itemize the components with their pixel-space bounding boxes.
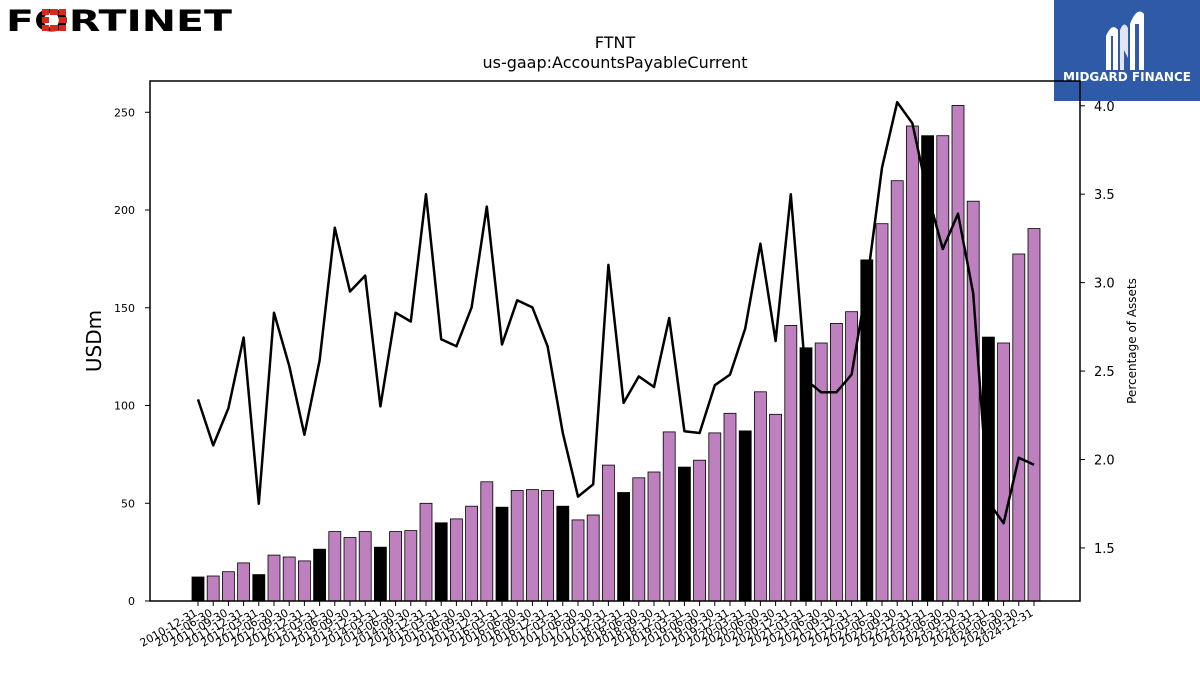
- chart-title: FTNT: [595, 33, 636, 52]
- bar-quarterly: [890, 180, 904, 602]
- y2-axis-ticks: 1.5 2.0 2.5 3.0 3.5 4.0: [1080, 100, 1115, 557]
- bar-annual: [313, 548, 327, 602]
- bar-quarterly: [602, 464, 615, 602]
- bar-quarterly: [297, 560, 311, 602]
- bar-quarterly: [875, 223, 889, 602]
- bar-quarterly: [571, 519, 585, 602]
- line-group: [196, 100, 1035, 525]
- bar-quarterly: [997, 342, 1010, 602]
- bar-quarterly: [814, 342, 828, 602]
- y2-tick-label: 2.5: [1094, 365, 1115, 380]
- bar-quarterly: [267, 554, 281, 602]
- midgard-finance-logo-text: MIDGARD FINANCE: [1063, 70, 1191, 84]
- bar-quarterly: [784, 324, 798, 602]
- bar-quarterly: [951, 105, 965, 602]
- bar-quarterly: [221, 571, 235, 602]
- bar-quarterly: [754, 391, 767, 602]
- y2-tick-label: 3.0: [1094, 277, 1115, 292]
- bar-quarterly: [404, 530, 418, 602]
- y2-tick-label: 2.0: [1094, 454, 1115, 469]
- bar-quarterly: [510, 490, 524, 602]
- bar-quarterly: [343, 537, 357, 602]
- y-tick-label: 50: [121, 497, 135, 510]
- bar-quarterly: [237, 562, 251, 602]
- y2-tick-label: 3.5: [1094, 188, 1115, 203]
- bar-quarterly: [358, 531, 372, 602]
- bar-quarterly: [662, 431, 676, 602]
- bar-quarterly: [419, 502, 433, 602]
- bar-quarterly: [693, 459, 706, 602]
- bar-annual: [495, 506, 509, 602]
- bar-quarterly: [526, 489, 539, 602]
- bar-quarterly: [723, 412, 737, 602]
- bar-quarterly: [936, 135, 950, 602]
- bar-quarterly: [966, 200, 980, 602]
- fortinet-logo-grid-icon: [42, 9, 66, 31]
- y2-axis-label: Percentage of Assets: [1125, 278, 1139, 404]
- bar-quarterly: [480, 481, 494, 602]
- pct-of-assets-line: [196, 100, 1035, 525]
- bar-annual: [252, 574, 266, 602]
- plot-frame: [149, 80, 1081, 602]
- bar-annual: [678, 466, 691, 602]
- y-axis-ticks: 0 50 100 150 200 250: [114, 106, 150, 608]
- y-tick-label: 150: [114, 302, 135, 315]
- bar-quarterly: [541, 490, 554, 602]
- bar-annual: [617, 492, 630, 602]
- y2-tick-label: 1.5: [1094, 542, 1115, 557]
- y-tick-label: 0: [128, 595, 135, 608]
- bar-quarterly: [328, 531, 342, 602]
- bar-quarterly: [632, 477, 646, 602]
- bar-quarterly: [282, 556, 296, 602]
- bar-annual: [373, 546, 387, 602]
- bar-quarterly: [708, 432, 722, 602]
- bar-annual: [982, 336, 995, 602]
- y-tick-label: 100: [114, 400, 135, 413]
- chart-subtitle: us-gaap:AccountsPayableCurrent: [482, 53, 747, 72]
- bar-quarterly: [389, 531, 403, 602]
- bar-quarterly: [1012, 253, 1026, 602]
- y-axis-label: USDm: [82, 310, 106, 372]
- bar-quarterly: [906, 125, 919, 602]
- bar-quarterly: [586, 514, 600, 602]
- y-tick-label: 250: [114, 106, 135, 119]
- bar-quarterly: [449, 518, 463, 602]
- bar-quarterly: [830, 322, 843, 602]
- y2-tick-label: 4.0: [1094, 100, 1115, 115]
- bar-annual: [556, 505, 570, 602]
- bar-annual: [799, 347, 813, 602]
- bar-quarterly: [1027, 228, 1041, 602]
- midgard-finance-mark-icon: [1106, 11, 1144, 71]
- fortinet-logo: FORTINET: [6, 6, 232, 34]
- bar-quarterly: [769, 413, 782, 602]
- midgard-finance-logo: MIDGARD FINANCE: [1054, 0, 1200, 101]
- bar-quarterly: [206, 575, 220, 602]
- x-axis-ticks: 2010-12-312011-06-302011-09-302011-12-31…: [138, 601, 1036, 650]
- bar-quarterly: [465, 505, 479, 602]
- bar-annual: [191, 576, 205, 602]
- y-tick-label: 200: [114, 204, 135, 217]
- bar-annual: [738, 430, 752, 602]
- bar-annual: [434, 522, 448, 602]
- bar-quarterly: [647, 471, 661, 602]
